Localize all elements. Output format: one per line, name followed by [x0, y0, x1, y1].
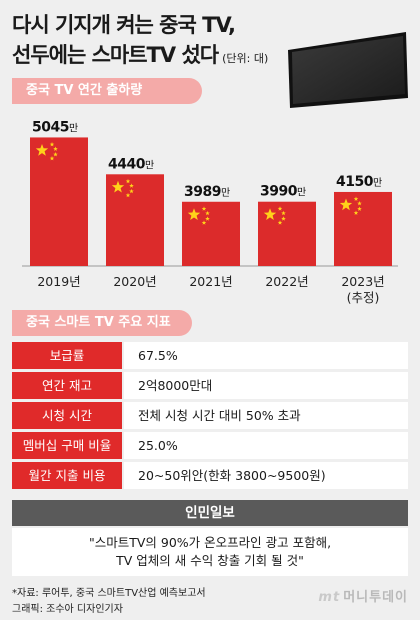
section-label-indicators: 중국 스마트 TV 주요 지표: [12, 310, 192, 336]
indicator-key: 멤버십 구매 비율: [12, 432, 122, 459]
indicator-row: 시청 시간 전체 시청 시간 대비 50% 초과: [12, 402, 408, 429]
flag-star-icon: [187, 208, 201, 221]
bar: [258, 201, 316, 266]
flag-star-icon: [205, 210, 210, 216]
bar-value-label: 4440만: [108, 156, 154, 172]
flag-star-icon: [125, 178, 131, 184]
bar-value-label: 4150만: [336, 174, 382, 190]
section-label-shipments: 중국 TV 연간 출하량: [12, 78, 202, 104]
tv-illustration: [288, 32, 408, 108]
indicator-key: 연간 재고: [12, 372, 122, 399]
bar: [106, 174, 164, 266]
indicator-key: 시청 시간: [12, 402, 122, 429]
flag-star-icon: [111, 180, 125, 193]
flag-star-icon: [281, 210, 286, 216]
source-quote: "스마트TV의 90%가 온오프라인 광고 포함해, TV 업체의 새 수익 창출…: [12, 528, 408, 576]
indicator-row: 월간 지출 비용 20~50위안(한화 3800~9500원): [12, 462, 408, 489]
x-tick-label: 2022년: [265, 274, 308, 289]
title-line-2: 선두에는 스마트TV 섰다 (단위: 대): [12, 40, 312, 74]
indicator-value: 25.0%: [124, 432, 408, 459]
flag-star-icon: [49, 156, 55, 161]
logo-text: 머니투데이: [343, 590, 408, 605]
x-tick-label: (추정): [347, 290, 380, 305]
x-tick-label: 2023년: [341, 274, 384, 289]
flag-star-icon: [353, 210, 359, 215]
bar: [30, 137, 88, 266]
x-tick-label: 2021년: [189, 274, 232, 289]
logo-mark: mt: [318, 590, 341, 605]
x-tick-label: 2020년: [113, 274, 156, 289]
publisher-logo: mt 머니투데이: [318, 586, 408, 605]
title-line-1: 다시 기지개 켜는 중국 TV,: [12, 13, 236, 37]
indicator-row: 보급률 67.5%: [12, 342, 408, 369]
flag-star-icon: [49, 142, 55, 147]
indicator-value: 전체 시청 시간 대비 50% 초과: [124, 402, 408, 429]
flag-star-icon: [205, 216, 210, 221]
title-line-2-text: 선두에는 스마트TV 섰다: [12, 43, 219, 67]
indicator-value: 2억8000만대: [124, 372, 408, 399]
page-title: 다시 기지개 켜는 중국 TV, 선두에는 스마트TV 섰다 (단위: 대): [12, 10, 312, 74]
x-tick-label: 2019년: [37, 274, 80, 289]
indicator-value: 20~50위안(한화 3800~9500원): [124, 462, 408, 489]
flag-star-icon: [263, 208, 277, 220]
indicator-row: 연간 재고 2억8000만대: [12, 372, 408, 399]
flag-star-icon: [129, 183, 134, 188]
flag-star-icon: [339, 198, 353, 211]
flag-star-icon: [353, 196, 359, 201]
flag-star-icon: [201, 206, 207, 211]
indicator-key: 보급률: [12, 342, 122, 369]
flag-star-icon: [53, 146, 58, 151]
credit-note: 그래픽: 조수아 디자인기자: [12, 604, 123, 615]
flag-star-icon: [35, 143, 49, 156]
indicator-key: 월간 지출 비용: [12, 462, 122, 489]
quote-line: "스마트TV의 90%가 온오프라인 광고 포함해,: [88, 535, 332, 550]
bar-value-label: 3989만: [184, 184, 230, 200]
indicator-row: 멤버십 구매 비율 25.0%: [12, 432, 408, 459]
shipment-bar-chart: 5045만 2019년 4440만 2020년 3989만 2021년 3990만 2022년…: [22, 119, 398, 305]
flag-star-icon: [357, 201, 362, 206]
indicator-table: 보급률 67.5% 연간 재고 2억8000만대 시청 시간 전체 시청 시간 대비 …: [12, 342, 408, 492]
source-name: 인민일보: [12, 500, 408, 526]
flag-star-icon: [53, 152, 58, 157]
unit-label: (단위: 대): [222, 52, 269, 65]
bar: [182, 201, 240, 266]
quote-line: TV 업체의 새 수익 창출 기회 될 것": [116, 553, 304, 568]
flag-star-icon: [357, 206, 362, 211]
flag-star-icon: [129, 188, 134, 194]
flag-star-icon: [201, 220, 207, 225]
flag-star-icon: [277, 220, 283, 225]
flag-star-icon: [125, 192, 131, 198]
flag-star-icon: [281, 216, 286, 221]
source-note: *자료: 루어투, 중국 스마트TV산업 예측보고서: [12, 588, 206, 599]
bar-value-label: 3990만: [260, 184, 306, 200]
flag-star-icon: [277, 206, 283, 211]
indicator-value: 67.5%: [124, 342, 408, 369]
bar-value-label: 5045만: [32, 119, 78, 135]
